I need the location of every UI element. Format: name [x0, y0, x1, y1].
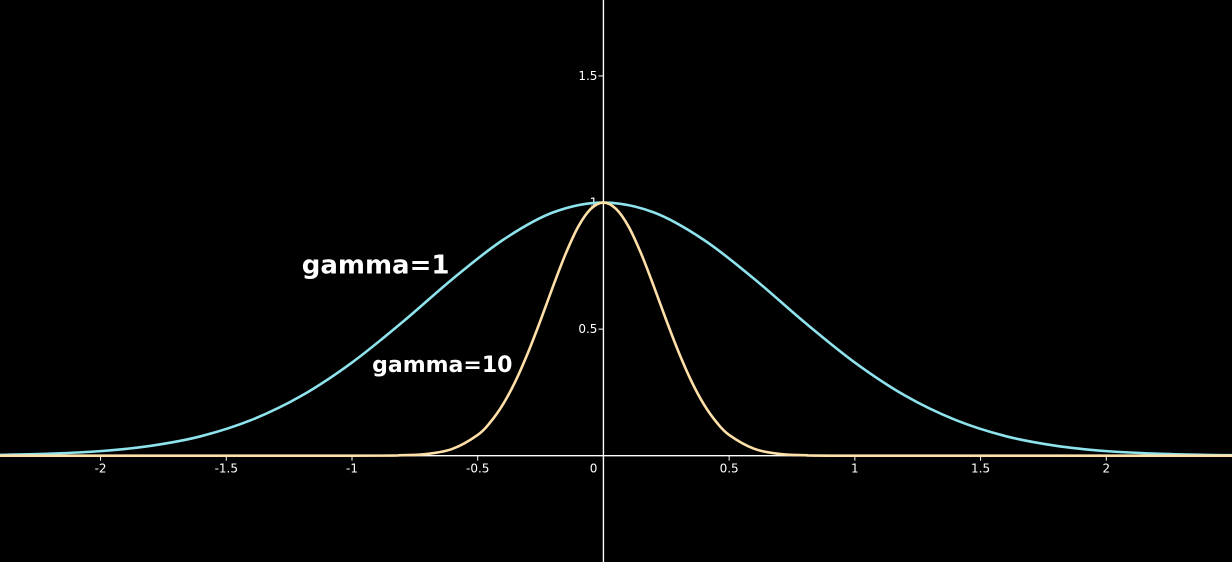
x-tick-label: -0.5	[466, 462, 489, 476]
annotation-label: gamma=10	[372, 353, 512, 378]
x-tick-label: 2	[1102, 462, 1110, 476]
x-tick-label: 1	[851, 462, 859, 476]
x-tick-label: -1.5	[215, 462, 238, 476]
x-tick-label: -2	[95, 462, 107, 476]
curves	[0, 201, 1232, 458]
annotations: gamma=1 gamma=10	[302, 250, 513, 378]
x-tick-label: 0.5	[720, 462, 739, 476]
series-line-gamma-10	[0, 201, 1232, 458]
x-tick-label: 0	[590, 462, 598, 476]
y-tick-label: 0.5	[578, 322, 597, 336]
series-line-gamma-1	[0, 201, 1232, 457]
x-tick-label: -1	[346, 462, 358, 476]
y-tick-label: 1.5	[578, 69, 597, 83]
annotation-label: gamma=1	[302, 250, 450, 280]
x-tick-label: 1.5	[971, 462, 990, 476]
